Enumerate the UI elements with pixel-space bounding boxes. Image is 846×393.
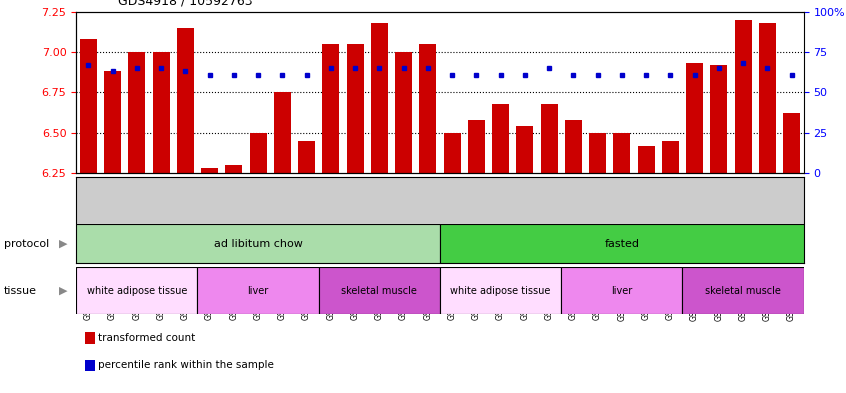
Text: tissue: tissue (4, 286, 37, 296)
Bar (734, 20, 751, 173)
Bar (565, 120, 582, 173)
Text: fasted: fasted (604, 239, 640, 249)
Bar (561, 267, 683, 314)
Bar (783, 113, 800, 173)
Bar (443, 132, 460, 173)
Bar (152, 52, 169, 173)
Bar (250, 132, 266, 173)
Text: liver: liver (247, 286, 269, 296)
Bar (541, 104, 558, 173)
Bar (201, 168, 218, 173)
Bar (80, 39, 96, 173)
Bar (686, 63, 703, 173)
Bar (492, 104, 509, 173)
Bar (197, 267, 319, 314)
Bar (298, 141, 315, 173)
Text: white adipose tissue: white adipose tissue (450, 286, 551, 296)
Bar (468, 120, 485, 173)
Bar (420, 44, 437, 173)
Bar (347, 44, 364, 173)
Bar (589, 132, 606, 173)
Bar (711, 65, 728, 173)
Bar (613, 132, 630, 173)
Text: GDS4918 / 10592763: GDS4918 / 10592763 (118, 0, 253, 8)
Text: percentile rank within the sample: percentile rank within the sample (98, 360, 274, 371)
Bar (516, 126, 533, 173)
Text: ▶: ▶ (59, 286, 68, 296)
Bar (395, 52, 412, 173)
Text: liver: liver (611, 286, 633, 296)
Bar (683, 267, 804, 314)
Bar (177, 28, 194, 173)
Text: ad libitum chow: ad libitum chow (213, 239, 303, 249)
Bar (662, 141, 678, 173)
Bar (638, 145, 655, 173)
Text: white adipose tissue: white adipose tissue (86, 286, 187, 296)
Text: transformed count: transformed count (98, 333, 195, 343)
Bar (76, 224, 440, 263)
Bar (274, 92, 291, 173)
Bar (322, 44, 339, 173)
Text: skeletal muscle: skeletal muscle (705, 286, 781, 296)
Bar (440, 267, 561, 314)
Bar (319, 267, 440, 314)
Bar (371, 23, 387, 173)
Bar (104, 72, 121, 173)
Bar (759, 23, 776, 173)
Bar (440, 224, 804, 263)
Bar (129, 52, 146, 173)
Bar (76, 267, 197, 314)
Text: ▶: ▶ (59, 239, 68, 249)
Text: protocol: protocol (4, 239, 49, 249)
Text: skeletal muscle: skeletal muscle (341, 286, 417, 296)
Bar (225, 165, 242, 173)
